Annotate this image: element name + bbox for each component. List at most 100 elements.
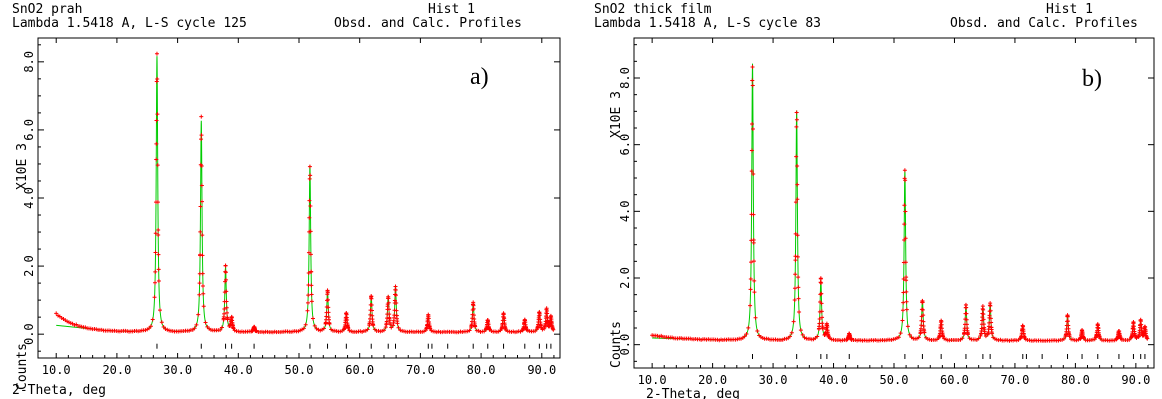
observed-point — [744, 332, 749, 337]
observed-point — [325, 290, 330, 295]
observed-point — [200, 271, 205, 276]
x-tick-label: 70.0 — [1000, 373, 1029, 387]
observed-point — [503, 326, 508, 331]
observed-point — [200, 253, 205, 258]
observed-point — [901, 290, 906, 295]
observed-point — [752, 290, 757, 295]
chart-svg-b: SnO2 thick film Hist 1 Lambda 1.5418 A, … — [594, 2, 1155, 399]
observed-point — [794, 154, 799, 159]
observed-point — [817, 309, 822, 314]
observed-point — [750, 64, 755, 69]
observed-point — [192, 326, 197, 331]
observed-point — [225, 317, 230, 322]
observed-point — [796, 285, 801, 290]
observed-point — [387, 312, 392, 317]
observed-point — [218, 328, 223, 333]
y-axis-label: Counts — [15, 343, 30, 390]
observed-point — [386, 307, 391, 312]
observed-point — [794, 117, 799, 122]
observed-point — [748, 276, 753, 281]
observed-point — [788, 334, 792, 339]
x-tick-label: 90.0 — [1121, 373, 1150, 387]
observed-point — [902, 168, 907, 173]
observed-point — [817, 317, 822, 322]
observed-point — [545, 311, 550, 316]
observed-point — [964, 322, 969, 327]
observed-point — [198, 204, 203, 209]
observed-point — [819, 309, 824, 314]
observed-point — [231, 326, 236, 331]
observed-point — [306, 293, 311, 298]
observed-point — [796, 296, 801, 301]
observed-point — [197, 281, 202, 286]
observed-point — [203, 320, 208, 325]
observed-point — [1118, 336, 1123, 341]
observed-point — [308, 252, 313, 257]
observed-point — [381, 328, 386, 333]
observed-point — [819, 301, 824, 306]
x-tick-label: 10.0 — [638, 373, 667, 387]
observed-point — [976, 336, 981, 341]
chart-subtitle: Lambda 1.5418 A, L-S cycle 83 — [594, 16, 821, 31]
observed-point — [789, 330, 794, 335]
profiles-label: Obsd. and Calc. Profiles — [334, 16, 522, 31]
observed-point — [309, 299, 314, 304]
observed-point — [54, 311, 59, 316]
y-scale-label: X10E 3 — [15, 143, 30, 190]
observed-point — [1081, 336, 1086, 341]
observed-point — [792, 298, 797, 303]
observed-point — [155, 77, 160, 82]
observed-point — [307, 198, 312, 203]
observed-point — [199, 137, 204, 142]
y-tick-label: 4.0 — [22, 187, 36, 209]
observed-point — [308, 229, 313, 234]
observed-point — [901, 300, 906, 305]
observed-point — [1097, 335, 1102, 340]
observed-point — [797, 310, 802, 315]
x-tick-label: 60.0 — [345, 363, 374, 377]
observed-point — [301, 326, 306, 331]
observed-point — [309, 269, 314, 274]
observed-point — [1066, 319, 1071, 324]
observed-point — [989, 320, 994, 325]
observed-point — [820, 315, 825, 320]
observed-point — [751, 212, 756, 217]
observed-point — [155, 163, 160, 168]
observed-point — [904, 278, 909, 283]
observed-point — [326, 310, 331, 315]
calculated-profile-line — [652, 63, 1149, 342]
observed-point — [742, 334, 747, 339]
x-tick-label: 30.0 — [163, 363, 192, 377]
observed-point — [305, 308, 310, 313]
observed-point — [815, 334, 820, 339]
observed-point — [964, 317, 969, 322]
observed-point — [750, 83, 755, 88]
observed-point — [393, 284, 398, 289]
observed-point — [159, 320, 164, 325]
observed-point — [904, 299, 909, 304]
observed-point — [365, 327, 370, 332]
x-tick-label: 90.0 — [527, 363, 556, 377]
observed-point — [794, 110, 799, 115]
chart-svg-a: SnO2 prah Hist 1 Lambda 1.5418 A, L-S cy… — [12, 2, 561, 398]
profiles-label: Obsd. and Calc. Profiles — [950, 16, 1138, 31]
observed-point — [903, 260, 908, 265]
observed-point — [153, 280, 158, 285]
observed-point — [254, 328, 259, 333]
observed-point — [156, 232, 161, 237]
observed-point — [795, 233, 800, 238]
observed-point — [749, 169, 754, 174]
observed-point — [1133, 334, 1138, 339]
observed-point — [921, 313, 926, 318]
observed-point — [793, 200, 798, 205]
observed-point — [389, 325, 394, 330]
observed-point — [326, 297, 331, 302]
observed-point — [386, 296, 391, 301]
observed-point — [152, 295, 157, 300]
chart-title: SnO2 prah — [12, 2, 82, 17]
calculated-profile-line — [56, 56, 555, 333]
observed-point — [473, 324, 478, 329]
observed-point — [394, 308, 399, 313]
observed-point — [393, 293, 398, 298]
chart-subtitle: Lambda 1.5418 A, L-S cycle 125 — [12, 16, 247, 31]
